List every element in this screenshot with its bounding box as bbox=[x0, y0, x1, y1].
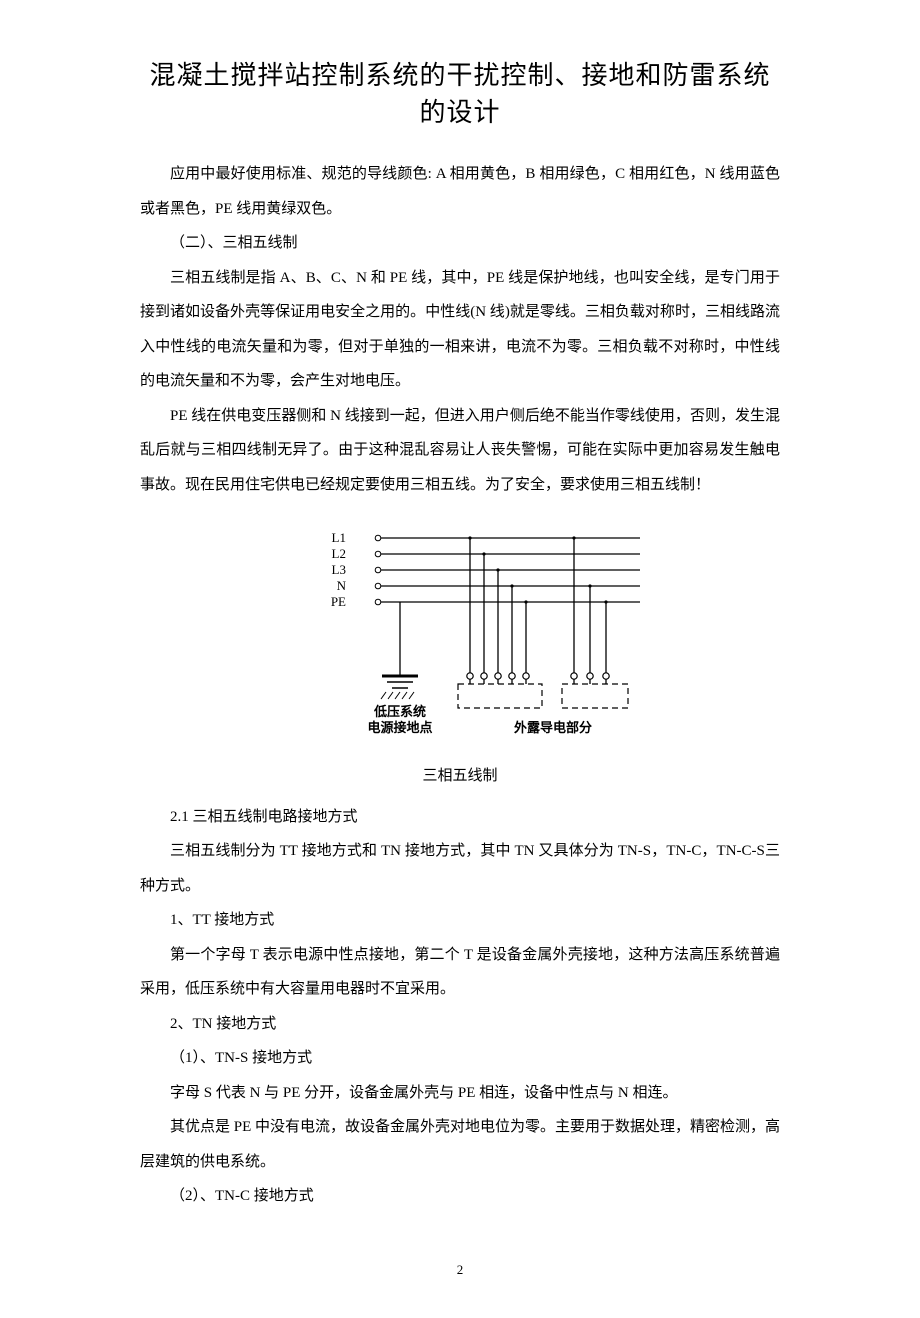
svg-text:N: N bbox=[337, 578, 347, 593]
svg-text:L2: L2 bbox=[332, 546, 346, 561]
svg-text:L1: L1 bbox=[332, 530, 346, 545]
document-page: 混凝土搅拌站控制系统的干扰控制、接地和防雷系统的设计 应用中最好使用标准、规范的… bbox=[70, 0, 850, 1318]
paragraph: PE 线在供电变压器侧和 N 线接到一起，但进入用户侧后绝不能当作零线使用，否则… bbox=[140, 399, 780, 503]
svg-text:电源接地点: 电源接地点 bbox=[367, 720, 432, 735]
paragraph: 其优点是 PE 中没有电流，故设备金属外壳对地电位为零。主要用于数据处理，精密检… bbox=[140, 1110, 780, 1179]
heading-tt: 1、TT 接地方式 bbox=[140, 903, 780, 938]
svg-text:PE: PE bbox=[331, 594, 346, 609]
section-heading-2: （二）、三相五线制 bbox=[140, 226, 780, 261]
subsection-2-1: 2.1 三相五线制电路接地方式 bbox=[140, 800, 780, 835]
paragraph: 字母 S 代表 N 与 PE 分开，设备金属外壳与 PE 相连，设备中性点与 N… bbox=[140, 1076, 780, 1111]
svg-text:外露导电部分: 外露导电部分 bbox=[513, 720, 592, 735]
figure-caption: 三相五线制 bbox=[140, 759, 780, 794]
three-phase-five-wire-diagram: L1L2L3NPE 低压系统电源接地点 外露导电部分 bbox=[270, 516, 650, 746]
heading-tns: （1）、TN-S 接地方式 bbox=[140, 1041, 780, 1076]
svg-text:L3: L3 bbox=[332, 562, 346, 577]
paragraph: 三相五线制分为 TT 接地方式和 TN 接地方式，其中 TN 又具体分为 TN-… bbox=[140, 834, 780, 903]
page-number: 2 bbox=[140, 1262, 780, 1278]
heading-tn: 2、TN 接地方式 bbox=[140, 1007, 780, 1042]
figure-wrap: L1L2L3NPE 低压系统电源接地点 外露导电部分 bbox=[140, 516, 780, 751]
heading-tnc: （2）、TN-C 接地方式 bbox=[140, 1179, 780, 1214]
svg-text:低压系统: 低压系统 bbox=[373, 704, 426, 719]
paragraph: 应用中最好使用标准、规范的导线颜色: A 相用黄色，B 相用绿色，C 相用红色，… bbox=[140, 157, 780, 226]
page-title: 混凝土搅拌站控制系统的干扰控制、接地和防雷系统的设计 bbox=[140, 55, 780, 129]
paragraph: 第一个字母 T 表示电源中性点接地，第二个 T 是设备金属外壳接地，这种方法高压… bbox=[140, 938, 780, 1007]
paragraph: 三相五线制是指 A、B、C、N 和 PE 线，其中，PE 线是保护地线，也叫安全… bbox=[140, 261, 780, 399]
